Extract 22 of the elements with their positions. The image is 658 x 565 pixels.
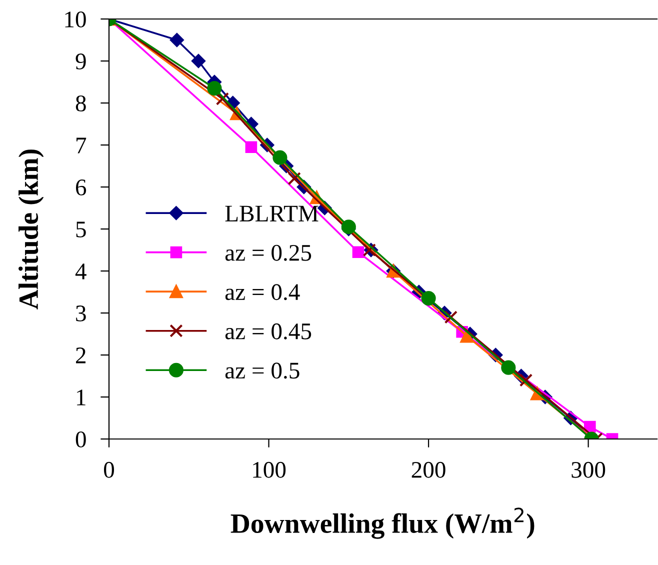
y-tick-label: 3 <box>76 306 86 322</box>
y-tick-label: 4 <box>75 264 86 280</box>
legend-label: LBLRTM <box>225 206 318 222</box>
y-tick-label: 10 <box>65 11 86 28</box>
y-tick-label: 7 <box>76 138 86 154</box>
y-tick-label: 1 <box>77 390 86 406</box>
y-tick-label: 9 <box>76 54 86 70</box>
legend-label: az = 0.4 <box>225 284 300 300</box>
legend-label: az = 0.45 <box>225 323 312 340</box>
x-tick-label: 200 <box>412 462 446 478</box>
x-axis-title: Downwelling flux (W/m$^{2}$) <box>230 508 534 539</box>
y-tick-label: 8 <box>76 95 86 112</box>
y-tick-label: 6 <box>76 180 86 196</box>
y-axis-title: Altitude (km) <box>18 150 44 310</box>
y-tick-label: 2 <box>76 348 86 364</box>
y-tick-label: 5 <box>76 222 86 238</box>
x-tick-label: 100 <box>253 462 286 478</box>
x-tick-label: 300 <box>572 462 606 478</box>
legend-label: az = 0.5 <box>225 362 300 379</box>
x-tick-label: 0 <box>104 462 114 478</box>
legend-label: az = 0.25 <box>225 244 312 261</box>
y-tick-label: 0 <box>76 431 86 448</box>
